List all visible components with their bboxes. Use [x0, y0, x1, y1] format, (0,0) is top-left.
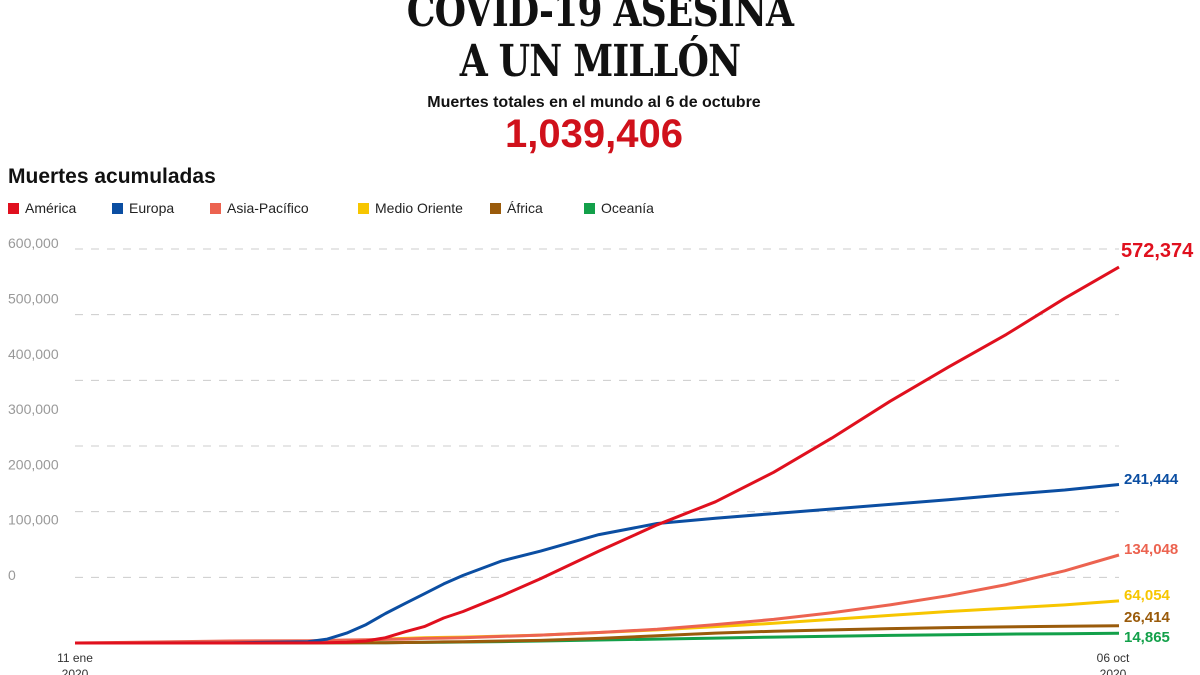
- legend-label: América: [25, 200, 77, 216]
- legend-item-2: Asia-Pacífico: [210, 200, 358, 216]
- y-tick-label: 400,000: [8, 346, 59, 362]
- end-value-label: 134,048: [1124, 541, 1178, 558]
- total-deaths: 1,039,406: [505, 112, 683, 156]
- y-tick-label: 300,000: [8, 401, 59, 417]
- legend-label: Europa: [129, 200, 175, 216]
- x-tick-label: 2020: [62, 667, 89, 675]
- end-value-label: 241,444: [1124, 471, 1179, 488]
- y-tick-label: 500,000: [8, 291, 59, 307]
- x-tick-label: 06 oct: [1097, 651, 1130, 665]
- legend-swatch: [490, 202, 501, 214]
- x-tick-label: 2020: [1100, 667, 1127, 675]
- legend-label: Asia-Pacífico: [227, 200, 309, 216]
- end-value-label: 14,865: [1124, 629, 1170, 646]
- subtitle: Muertes totales en el mundo al 6 de octu…: [427, 94, 761, 111]
- legend-swatch: [8, 202, 19, 214]
- y-tick-label: 200,000: [8, 456, 59, 472]
- legend-item-0: América: [8, 200, 112, 216]
- legend-swatch: [358, 202, 369, 214]
- legend-item-4: África: [490, 200, 584, 216]
- legend-item-5: Oceanía: [584, 200, 674, 216]
- legend-label: Medio Oriente: [375, 200, 463, 216]
- legend-swatch: [112, 202, 123, 214]
- legend-item-3: Medio Oriente: [358, 200, 490, 216]
- legend-swatch: [210, 202, 221, 214]
- end-value-label: 26,414: [1124, 609, 1171, 626]
- end-value-label: 64,054: [1124, 587, 1171, 604]
- headline-line-2: A UN MILLÓN: [459, 36, 741, 87]
- legend-label: Oceanía: [601, 200, 654, 216]
- series-line-Europa: [74, 483, 1120, 645]
- y-tick-label: 600,000: [8, 235, 59, 251]
- end-value-label: 572,374: [1121, 240, 1194, 262]
- series-line-Asia-Pacífico: [74, 553, 1120, 645]
- y-tick-label: 100,000: [8, 512, 59, 528]
- chart-title: Muertes acumuladas: [8, 165, 216, 188]
- series-line-Medio Oriente: [75, 599, 1120, 645]
- legend-item-1: Europa: [112, 200, 210, 216]
- headline-line-1: COVID-19 ASESINA: [406, 0, 794, 37]
- legend: América Europa Asia-Pacífico Medio Oriente Á…: [8, 200, 674, 216]
- y-tick-label: 0: [8, 567, 16, 583]
- series-line-América: [75, 265, 1120, 645]
- x-tick-label: 11 ene: [57, 651, 93, 665]
- legend-label: África: [507, 200, 543, 216]
- legend-swatch: [584, 202, 595, 214]
